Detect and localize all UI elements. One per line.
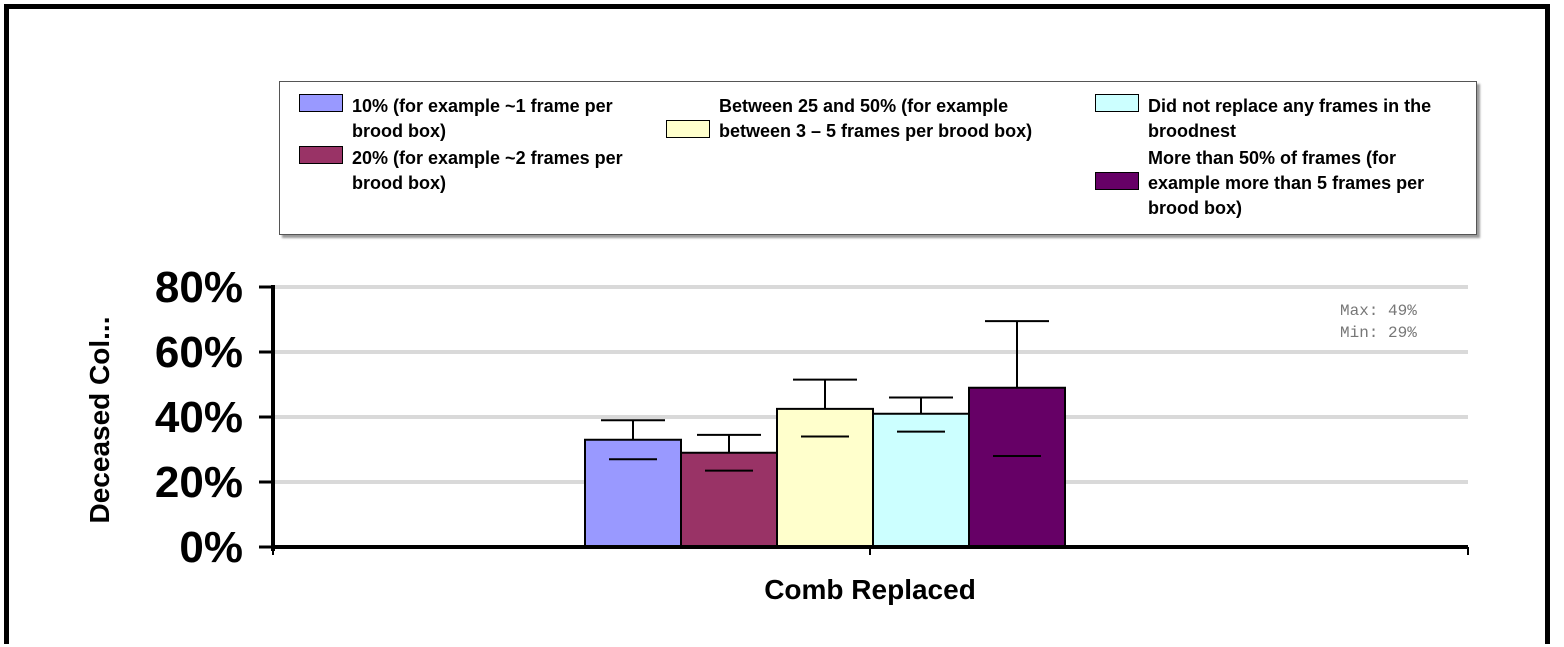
legend-swatch-more-50pct — [1095, 172, 1139, 190]
legend-label-20pct: 20% (for example ~2 frames per brood box… — [352, 148, 623, 193]
y-tick-label: 20% — [155, 458, 243, 507]
annotation-min: Min: 29% — [1340, 324, 1417, 342]
legend-label-none-replaced: Did not replace any frames in the broodn… — [1148, 96, 1432, 141]
legend-item-20pct: 20% (for example ~2 frames per brood box… — [299, 146, 652, 196]
legend-swatch-20pct — [299, 146, 343, 164]
x-axis-label: Comb Replaced — [764, 574, 976, 605]
legend-item-25-50pct: Between 25 and 50% (for example between … — [666, 94, 1084, 144]
bar — [968, 386, 1066, 548]
y-axis-label: Deceased Col... — [84, 316, 115, 524]
legend-swatch-10pct — [299, 94, 343, 112]
max-min-annotation: Max: 49% Min: 29% — [1340, 300, 1417, 344]
legend-swatch-25-50pct — [666, 120, 710, 138]
legend-item-10pct: 10% (for example ~1 frame per brood box) — [299, 94, 652, 144]
bar — [776, 407, 874, 548]
legend-label-more-50pct: More than 50% of frames (for example mor… — [1148, 148, 1425, 218]
annotation-max: Max: 49% — [1340, 302, 1417, 320]
y-tick-label: 0% — [179, 523, 243, 572]
legend: 10% (for example ~1 frame per brood box)… — [279, 81, 1477, 235]
legend-label-10pct: 10% (for example ~1 frame per brood box) — [352, 96, 613, 141]
legend-item-more-50pct: More than 50% of frames (for example mor… — [1095, 146, 1466, 221]
legend-item-none-replaced: Did not replace any frames in the broodn… — [1095, 94, 1448, 144]
bar — [680, 451, 778, 548]
bar — [584, 438, 682, 548]
y-tick-label: 60% — [155, 328, 243, 377]
y-tick-label: 80% — [155, 263, 243, 312]
y-tick-label: 40% — [155, 393, 243, 442]
legend-label-25-50pct: Between 25 and 50% (for example between … — [719, 96, 1033, 141]
bar — [872, 412, 970, 548]
legend-swatch-none-replaced — [1095, 94, 1139, 112]
